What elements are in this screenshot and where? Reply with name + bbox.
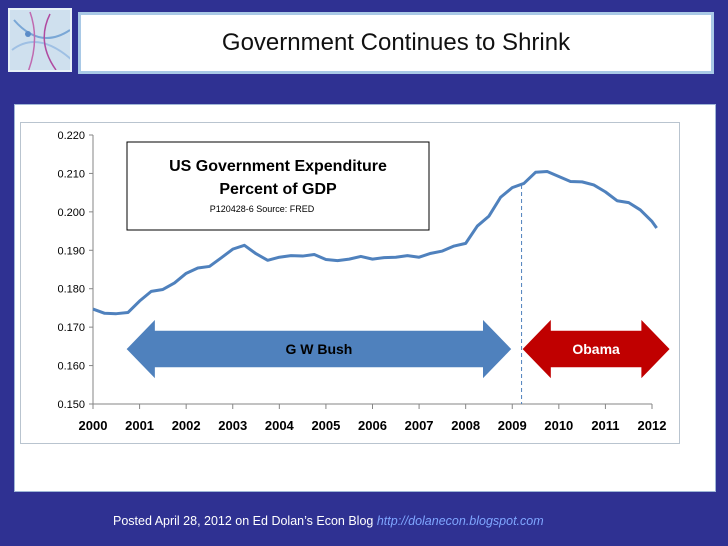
- x-tick-label: 2011: [591, 418, 619, 433]
- footer-text: Posted April 28, 2012 on Ed Dolan’s Econ…: [113, 514, 374, 528]
- logo: [8, 8, 72, 72]
- x-tick-label: 2007: [405, 418, 434, 433]
- y-tick-label: 0.150: [57, 399, 85, 411]
- x-tick-label: 2012: [638, 418, 667, 433]
- x-tick-label: 2000: [79, 418, 108, 433]
- obama-arrow: [520, 316, 672, 382]
- y-tick-label: 0.220: [57, 130, 85, 142]
- x-axis: 2000 2001 2002 2003 2004 2005 2006 2007 2008 2009…: [79, 403, 667, 433]
- chart: 0.220 0.210 0.200 0.190 0.180 0.170 0.160 0.150…: [57, 130, 672, 433]
- y-axis: 0.220 0.210 0.200 0.190 0.180 0.170 0.160 0.150: [57, 130, 94, 411]
- x-tick-label: 2008: [451, 418, 480, 433]
- x-tick-label: 2001: [125, 418, 154, 433]
- bush-arrow-label: G W Bush: [285, 341, 352, 357]
- y-tick-label: 0.200: [57, 207, 85, 219]
- series-line: [92, 170, 658, 316]
- x-tick-label: 2005: [311, 418, 340, 433]
- y-tick-label: 0.180: [57, 284, 85, 296]
- chart-title: US Government Expenditure: [169, 158, 387, 175]
- x-tick-label: 2004: [265, 418, 295, 433]
- period-arrows: G W Bush Obama: [124, 316, 672, 382]
- x-tick-label: 2010: [544, 418, 573, 433]
- logo-icon: [11, 11, 70, 70]
- slide-title: Government Continues to Shrink: [221, 29, 571, 56]
- chart-subtitle: Percent of GDP: [219, 181, 337, 198]
- title-box: US Government Expenditure Percent of GDP…: [126, 141, 430, 231]
- y-tick-label: 0.210: [57, 168, 85, 180]
- x-tick-label: 2006: [358, 418, 387, 433]
- bush-arrow: [124, 316, 514, 382]
- x-tick-label: 2009: [498, 418, 527, 433]
- y-tick-label: 0.160: [57, 361, 85, 373]
- y-tick-label: 0.190: [57, 245, 85, 257]
- chart-source-note: P120428-6 Source: FRED: [210, 204, 315, 214]
- footer-link[interactable]: http://dolanecon.blogspot.com: [376, 514, 544, 528]
- title-bar: Government Continues to Shrink: [78, 12, 714, 74]
- obama-arrow-label: Obama: [572, 341, 620, 357]
- footer: Posted April 28, 2012 on Ed Dolan’s Econ…: [113, 514, 544, 528]
- y-tick-label: 0.170: [57, 322, 85, 334]
- x-tick-label: 2003: [218, 418, 247, 433]
- x-tick-label: 2002: [172, 418, 201, 433]
